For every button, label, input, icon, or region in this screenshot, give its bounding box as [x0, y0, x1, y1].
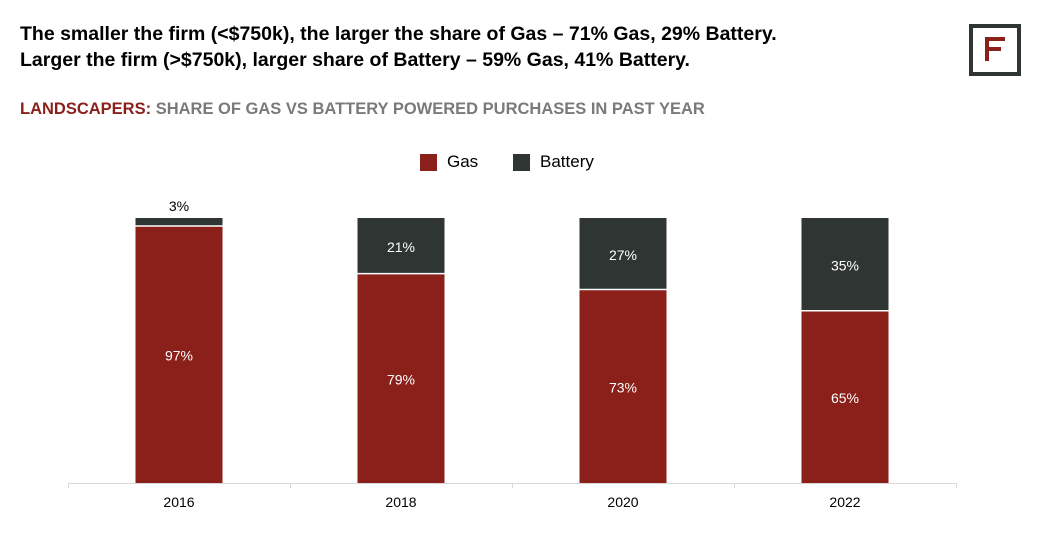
- chart-subtitle: LANDSCAPERS: SHARE OF GAS VS BATTERY POW…: [20, 100, 705, 119]
- data-label-gas-2022: 65%: [831, 390, 859, 406]
- legend-label-gas: Gas: [447, 152, 479, 171]
- logo-bar-top: [985, 37, 1005, 41]
- bar-battery-2020: [579, 218, 667, 290]
- headline-line-2: Larger the firm (>$750k), larger share o…: [20, 49, 690, 71]
- logo-bar-mid: [985, 47, 1001, 51]
- x-tick-label-2020: 2020: [607, 494, 638, 510]
- bar-gas-2016: [135, 225, 223, 483]
- legend-swatch-battery: [513, 154, 530, 171]
- x-tick-label-2018: 2018: [385, 494, 416, 510]
- headline: The smaller the firm (<$750k), the large…: [20, 21, 950, 73]
- data-label-battery-2020: 27%: [609, 247, 637, 263]
- headline-line-1: The smaller the firm (<$750k), the large…: [20, 23, 777, 45]
- legend-label-battery: Battery: [540, 152, 594, 171]
- bar-gas-2020: [579, 289, 667, 483]
- data-label-battery-2022: 35%: [831, 257, 859, 273]
- bar-battery-2016: [135, 218, 223, 226]
- data-label-battery-2016: 3%: [169, 198, 189, 214]
- bar-gas-2018: [357, 273, 445, 483]
- x-tick-label-2016: 2016: [163, 494, 194, 510]
- x-tick-label-2022: 2022: [829, 494, 860, 510]
- brand-logo: [969, 24, 1021, 76]
- data-label-battery-2018: 21%: [387, 239, 415, 255]
- subtitle-lead: LANDSCAPERS:: [20, 100, 152, 118]
- data-label-gas-2020: 73%: [609, 379, 637, 395]
- legend-swatch-gas: [420, 154, 437, 171]
- data-label-gas-2018: 79%: [387, 371, 415, 387]
- subtitle-rest: SHARE OF GAS VS BATTERY POWERED PURCHASE…: [155, 100, 705, 118]
- data-label-gas-2016: 97%: [165, 347, 193, 363]
- logo-dot: [985, 57, 989, 61]
- bar-battery-2018: [357, 218, 445, 274]
- brand-f-logo-icon: [985, 37, 1005, 61]
- bar-gas-2022: [801, 310, 889, 483]
- bar-battery-2022: [801, 218, 889, 311]
